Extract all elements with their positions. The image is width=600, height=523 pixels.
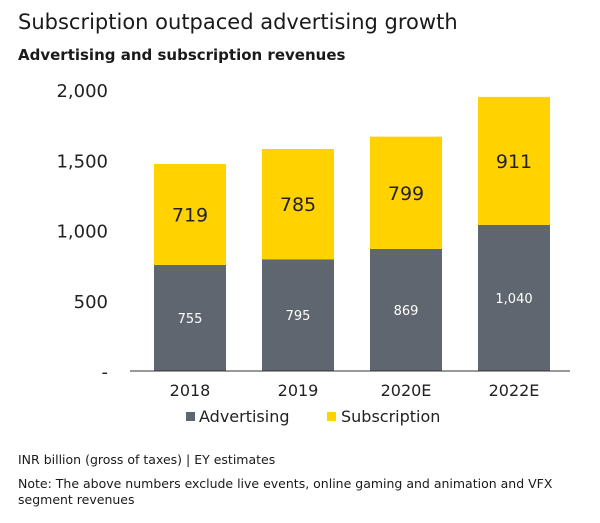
legend-label-advertising: Advertising — [199, 407, 290, 426]
data-label-advertising: 1,040 — [495, 292, 532, 307]
x-axis: 2018 2019 2020E 2022E — [130, 370, 570, 400]
bar-advertising — [370, 248, 442, 371]
x-tick-label: 2018 — [170, 381, 211, 400]
x-tick-label: 2022E — [489, 381, 540, 400]
stacked-bar-chart: - 500 1,000 1,500 2,000 755 719 795 785 869 799 1,… — [56, 81, 570, 426]
bar-advertising — [154, 264, 226, 371]
data-label-subscription: 719 — [172, 204, 208, 226]
footnote: Note: The above numbers exclude live eve… — [18, 476, 553, 507]
y-tick-label: 1,000 — [56, 222, 108, 243]
bar-subscription — [370, 136, 442, 249]
data-label-subscription: 785 — [280, 194, 316, 216]
data-label-advertising: 869 — [394, 304, 419, 319]
x-tick-label: 2020E — [381, 381, 432, 400]
y-axis: - 500 1,000 1,500 2,000 — [56, 81, 108, 383]
legend-swatch-advertising — [186, 412, 195, 421]
source-note: INR billion (gross of taxes) | EY estima… — [18, 452, 276, 467]
bar-advertising — [262, 259, 334, 371]
x-tick-label: 2019 — [278, 381, 319, 400]
y-tick-label: 1,500 — [56, 151, 108, 172]
data-label-advertising: 795 — [286, 309, 311, 324]
bar-subscription — [154, 163, 226, 265]
data-label-subscription: 911 — [496, 151, 532, 173]
chart-title: Subscription outpaced advertising growth — [18, 10, 458, 34]
chart-subtitle: Advertising and subscription revenues — [18, 46, 346, 64]
data-label-advertising: 755 — [178, 312, 203, 327]
bar-subscription — [262, 149, 334, 260]
legend-label-subscription: Subscription — [341, 407, 440, 426]
y-tick-label: 500 — [74, 292, 108, 313]
bar-subscription — [478, 96, 550, 225]
y-tick-label: 2,000 — [56, 81, 108, 102]
y-tick-label: - — [102, 362, 109, 383]
data-label-subscription: 799 — [388, 183, 424, 205]
legend-swatch-subscription — [327, 412, 336, 421]
bar-advertising — [478, 224, 550, 371]
legend: Advertising Subscription — [186, 407, 440, 426]
bars: 755 719 795 785 869 799 1,040 911 — [154, 96, 550, 371]
